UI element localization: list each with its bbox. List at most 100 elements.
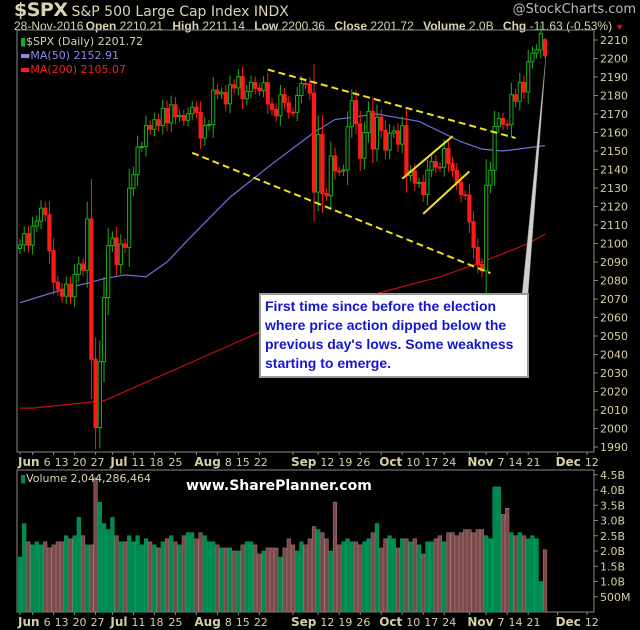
candle-body [446, 148, 451, 165]
candle-body [114, 237, 119, 266]
volume-bar [433, 538, 438, 613]
price-tick-label: 2180 [600, 90, 628, 103]
volume-bar [463, 529, 468, 613]
volume-bar [374, 523, 380, 613]
candle-body [198, 112, 203, 139]
volume-bar [496, 486, 501, 613]
volume-bar [185, 532, 191, 613]
candle-body [274, 108, 279, 117]
date-tick-label: 6 [44, 616, 51, 629]
date-tick-label: 13 [55, 456, 69, 469]
volume-bar [135, 535, 140, 613]
index-name: S&P 500 Large Cap Index [71, 4, 250, 20]
volume-tick-label: 2.5B [600, 530, 625, 543]
volume-tick-label: 4.0B [600, 484, 625, 497]
candle-body [64, 283, 69, 297]
volume-bar [173, 541, 178, 613]
candle-body [437, 166, 443, 169]
date-tick-label: 17 [424, 616, 438, 629]
candle-body [286, 102, 291, 113]
date-tick-label: 13 [55, 616, 69, 629]
volume-bar [278, 556, 283, 613]
date-tick-label: 15 [236, 456, 250, 469]
volume-bar [30, 544, 35, 613]
date-tick-label: 7 [498, 616, 505, 629]
date-tick-label: Jul [109, 455, 127, 469]
candle-body [185, 113, 191, 121]
volume-bar [437, 535, 443, 613]
close-label: Close [334, 19, 368, 33]
volume-bar [324, 538, 329, 613]
date-tick-label: Nov [467, 455, 493, 469]
candle-body [253, 82, 258, 89]
candle-body [496, 118, 501, 127]
volume-bar [253, 544, 258, 613]
candle-body [505, 123, 510, 126]
legend-price: ▮$SPX (Daily) 2201.72 [20, 35, 144, 48]
legend-ma200: ▬MA(200) 2105.07 [20, 63, 126, 76]
volume-bar [198, 532, 203, 613]
candle-body [43, 207, 48, 216]
candle-body [143, 124, 149, 148]
candle-body [22, 233, 27, 246]
volume-bar [261, 550, 266, 613]
candle-body [194, 106, 199, 114]
annotation-box: First time since before the election whe… [259, 293, 529, 378]
volume-bar [118, 541, 123, 613]
date-tick-label: 24 [442, 456, 456, 469]
volume-bar [450, 532, 455, 613]
candle-body [26, 233, 31, 246]
date-tick-label: 20 [73, 456, 87, 469]
date-tick-label: 27 [91, 456, 105, 469]
symbol: $SPX [14, 0, 68, 21]
volume-bar [227, 547, 233, 613]
price-tick-label: 2110 [600, 219, 628, 232]
candle-body [164, 107, 170, 124]
candle-body [206, 124, 212, 127]
date-tick-label: Oct [379, 615, 402, 629]
volume-bar [34, 541, 39, 613]
volume-bar [492, 486, 497, 613]
date-tick-label: 22 [254, 616, 268, 629]
low-value: 2200.36 [281, 19, 325, 33]
candle-body [47, 214, 52, 252]
date-tick-label: 25 [168, 456, 182, 469]
volume-tick-label: 500M [600, 591, 631, 604]
volume-bar [303, 544, 308, 613]
candle-body [181, 114, 186, 121]
volume-bar [467, 529, 472, 613]
date-tick-label: 24 [442, 616, 456, 629]
candle-body [467, 194, 472, 223]
date-tick-label: 11 [132, 456, 146, 469]
price-tick-label: 2160 [600, 127, 628, 140]
volume-bar [479, 529, 485, 613]
candle-body [374, 116, 380, 150]
date-tick-label: Aug [194, 455, 220, 469]
price-tick-label: 2090 [600, 256, 628, 269]
candle-body [341, 169, 346, 172]
volume-tick-label: 3.5B [600, 499, 625, 512]
volume-bar [265, 547, 270, 613]
volume-bar [194, 538, 199, 613]
candle-body [148, 124, 153, 130]
date-tick-label: 7 [498, 456, 505, 469]
candle-body [30, 225, 35, 246]
candle-body [173, 104, 178, 118]
candle-body [223, 91, 228, 105]
candle-body [530, 52, 535, 63]
volume-bar [160, 541, 165, 613]
price-tick-label: 1990 [600, 441, 628, 454]
candle-body [471, 221, 476, 248]
price-tick-label: 2190 [600, 71, 628, 84]
date-tick-label: Jun [17, 455, 40, 469]
candle-body [211, 89, 216, 126]
volume-bar [43, 541, 48, 613]
date-tick-label: 26 [356, 616, 370, 629]
date-tick-label: Jun [17, 615, 40, 629]
date-tick-label: 20 [73, 616, 87, 629]
high-value: 2211.14 [202, 19, 245, 33]
candle-body [526, 61, 531, 93]
date-tick-label: 21 [527, 616, 541, 629]
volume-bar [299, 541, 304, 613]
candle-body [353, 100, 359, 125]
